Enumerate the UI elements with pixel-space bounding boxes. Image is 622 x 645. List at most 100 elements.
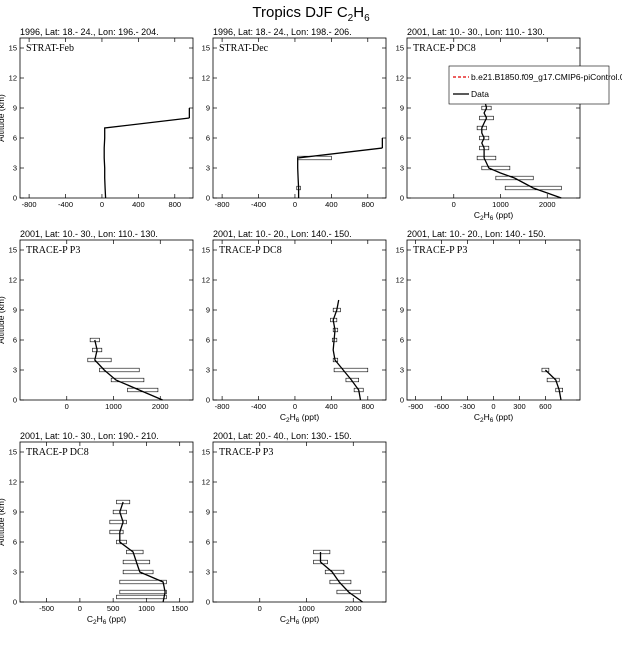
y-tick-label: 9 bbox=[206, 306, 210, 315]
x-tick-label: 1000 bbox=[492, 200, 509, 209]
y-tick-label: 3 bbox=[13, 366, 17, 375]
y-tick-label: 6 bbox=[206, 134, 210, 143]
data-profile-line bbox=[119, 501, 166, 603]
panel-2: 1996, Lat: 18.- 24., Lon: 198.- 206. 0 3 6 9… bbox=[202, 27, 387, 209]
y-tick-label: 15 bbox=[396, 44, 404, 53]
panel-8: 2001, Lat: 20.- 40., Lon: 130.- 150. 0 3 6 9… bbox=[202, 431, 387, 626]
x-tick-label: -900 bbox=[408, 402, 423, 411]
x-tick-label: 400 bbox=[325, 402, 338, 411]
y-tick-label: 12 bbox=[9, 276, 17, 285]
x-tick-label: -800 bbox=[22, 200, 37, 209]
x-tick-label: -400 bbox=[58, 200, 73, 209]
error-bar bbox=[504, 185, 562, 191]
panel-header: 2001, Lat: 10.- 30., Lon: 110.- 130. bbox=[20, 229, 158, 239]
error-bar bbox=[479, 115, 494, 121]
panel-header: 2001, Lat: 10.- 30., Lon: 110.- 130. bbox=[407, 27, 545, 37]
x-tick-label: 2000 bbox=[539, 200, 556, 209]
y-axis-label: Altitude (km) bbox=[0, 498, 6, 546]
legend-box bbox=[448, 65, 610, 105]
plot-frame bbox=[19, 37, 194, 199]
x-tick-label: 0 bbox=[65, 402, 69, 411]
x-tick-label: -800 bbox=[215, 402, 230, 411]
y-tick-label: 3 bbox=[13, 568, 17, 577]
x-axis-label: C2H6 (ppt) bbox=[280, 412, 320, 424]
plot-frame bbox=[212, 441, 387, 603]
error-bar bbox=[109, 519, 127, 525]
y-tick-label: 0 bbox=[13, 396, 17, 405]
campaign-label: TRACE-P DC8 bbox=[413, 43, 476, 54]
y-tick-label: 9 bbox=[400, 306, 404, 315]
error-bar bbox=[332, 357, 339, 363]
y-tick-label: 15 bbox=[9, 44, 17, 53]
error-bar bbox=[109, 529, 124, 535]
error-bar bbox=[119, 579, 167, 585]
plot-frame bbox=[19, 239, 194, 401]
y-tick-label: 15 bbox=[9, 246, 17, 255]
y-tick-label: 15 bbox=[396, 246, 404, 255]
x-tick-label: 2000 bbox=[152, 402, 169, 411]
x-axis-label: C2H6 (ppt) bbox=[474, 210, 514, 222]
figure-title: Tropics DJF C2H6 bbox=[252, 4, 370, 24]
error-bar bbox=[119, 589, 167, 595]
x-tick-label: 0 bbox=[491, 402, 495, 411]
y-tick-label: 9 bbox=[206, 508, 210, 517]
error-bar bbox=[546, 377, 560, 383]
plot-frame bbox=[212, 239, 387, 401]
x-tick-label: 0 bbox=[293, 402, 297, 411]
y-tick-label: 3 bbox=[206, 568, 210, 577]
x-tick-label: 1000 bbox=[105, 402, 122, 411]
campaign-label: TRACE-P P3 bbox=[26, 245, 80, 256]
panel-header: 2001, Lat: 20.- 40., Lon: 130.- 150. bbox=[213, 431, 352, 441]
y-tick-label: 6 bbox=[400, 336, 404, 345]
x-tick-label: 600 bbox=[539, 402, 552, 411]
error-bar bbox=[122, 569, 154, 575]
y-tick-label: 0 bbox=[13, 598, 17, 607]
y-tick-label: 6 bbox=[206, 336, 210, 345]
error-bar bbox=[476, 155, 497, 161]
y-tick-label: 12 bbox=[202, 276, 210, 285]
y-tick-label: 9 bbox=[400, 104, 404, 113]
error-bar bbox=[336, 589, 361, 595]
error-bar bbox=[87, 357, 112, 363]
y-tick-label: 6 bbox=[206, 538, 210, 547]
y-tick-label: 3 bbox=[206, 164, 210, 173]
y-tick-label: 3 bbox=[400, 164, 404, 173]
error-bar bbox=[333, 367, 369, 373]
legend-data-label: Data bbox=[471, 89, 489, 99]
x-tick-label: -400 bbox=[251, 402, 266, 411]
y-tick-label: 6 bbox=[13, 336, 17, 345]
x-tick-label: 800 bbox=[362, 200, 375, 209]
plot-frame bbox=[19, 441, 194, 603]
y-tick-label: 15 bbox=[202, 246, 210, 255]
x-tick-label: 0 bbox=[452, 200, 456, 209]
y-tick-label: 3 bbox=[400, 366, 404, 375]
y-tick-label: 12 bbox=[9, 74, 17, 83]
y-tick-label: 0 bbox=[206, 598, 210, 607]
error-bar bbox=[116, 594, 167, 600]
x-tick-label: -400 bbox=[251, 200, 266, 209]
x-tick-label: -600 bbox=[434, 402, 449, 411]
y-tick-label: 9 bbox=[13, 508, 17, 517]
error-bar bbox=[541, 367, 550, 373]
y-tick-label: 12 bbox=[202, 74, 210, 83]
y-tick-label: 6 bbox=[13, 538, 17, 547]
panel-header: 1996, Lat: 18.- 24., Lon: 198.- 206. bbox=[213, 27, 352, 37]
data-profile-line bbox=[94, 339, 163, 401]
panel-1: 1996, Lat: 18.- 24., Lon: 196.- 204. 0 3 6 9… bbox=[0, 27, 194, 209]
campaign-label: TRACE-P P3 bbox=[219, 447, 273, 458]
y-tick-label: 12 bbox=[9, 478, 17, 487]
y-tick-label: 3 bbox=[13, 164, 17, 173]
data-profile-line bbox=[544, 369, 562, 401]
campaign-label: STRAT-Dec bbox=[219, 43, 269, 54]
data-profile-line bbox=[332, 299, 362, 401]
error-bar bbox=[99, 367, 140, 373]
y-tick-label: 9 bbox=[13, 306, 17, 315]
x-tick-label: 400 bbox=[132, 200, 145, 209]
panel-6: 2001, Lat: 10.- 20., Lon: 140.- 150. 0 3 6 9… bbox=[396, 229, 581, 424]
panel-header: 1996, Lat: 18.- 24., Lon: 196.- 204. bbox=[20, 27, 159, 37]
x-tick-label: 0 bbox=[258, 604, 262, 613]
campaign-label: TRACE-P DC8 bbox=[219, 245, 282, 256]
data-profile-line bbox=[481, 97, 562, 199]
error-bar bbox=[126, 549, 144, 555]
